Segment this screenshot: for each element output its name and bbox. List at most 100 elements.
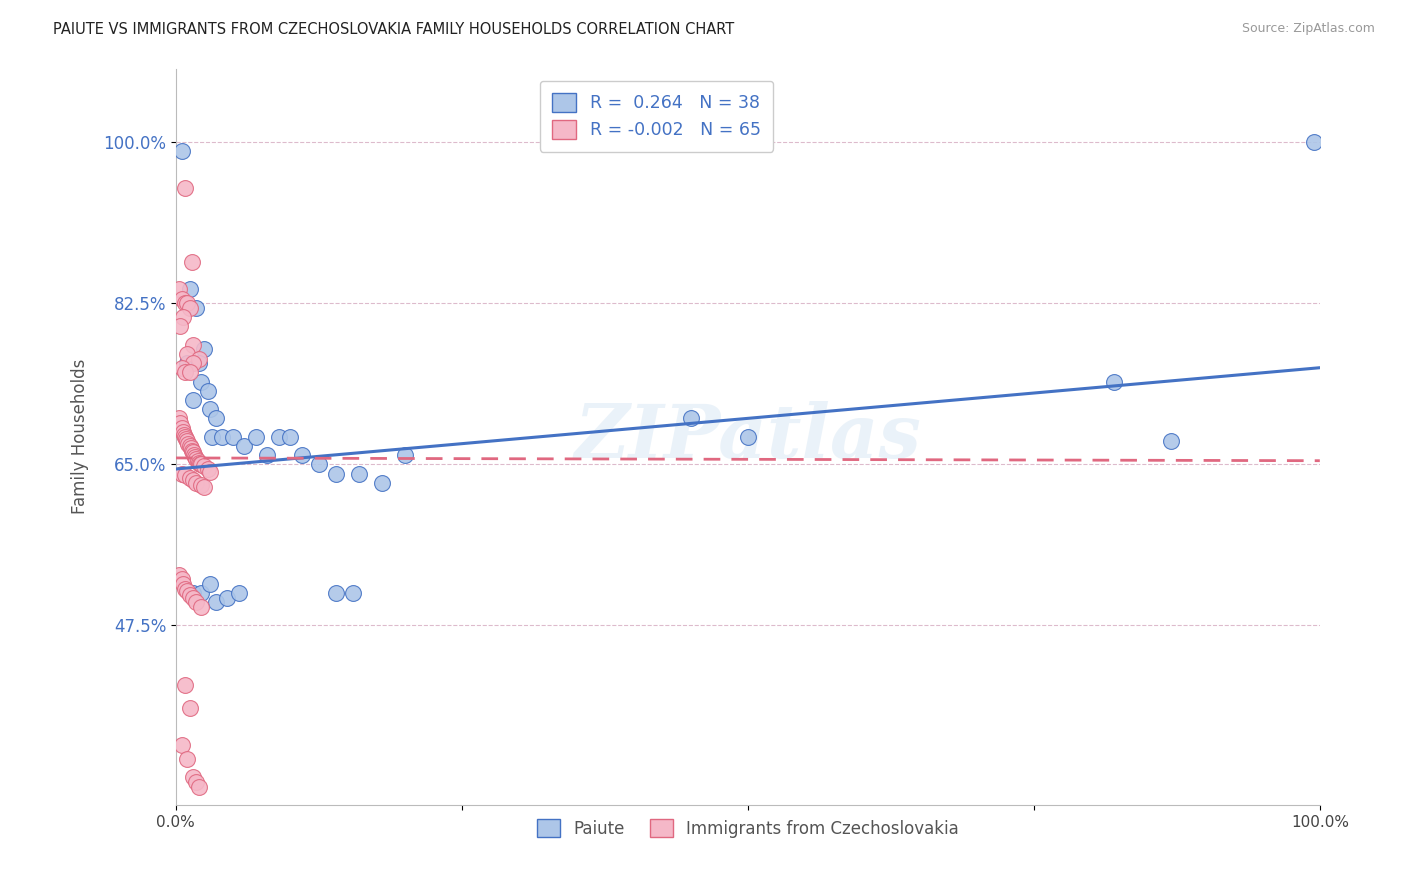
Point <box>188 458 211 472</box>
Point <box>179 365 201 379</box>
Point <box>193 459 215 474</box>
Legend: Paiute, Immigrants from Czechoslovakia: Paiute, Immigrants from Czechoslovakia <box>530 813 966 845</box>
Point <box>177 437 200 451</box>
Point <box>170 467 193 481</box>
Point <box>190 458 212 472</box>
Point <box>179 283 201 297</box>
Point <box>1160 434 1182 449</box>
Point <box>170 292 193 306</box>
Point <box>198 577 221 591</box>
Point <box>180 255 202 269</box>
Point <box>1102 375 1125 389</box>
Point <box>170 420 193 434</box>
Point <box>170 573 193 587</box>
Point <box>222 430 245 444</box>
Point <box>737 430 759 444</box>
Point <box>170 360 193 375</box>
Point <box>181 356 204 370</box>
Point <box>174 430 197 444</box>
Point <box>176 584 198 599</box>
Point <box>174 432 197 446</box>
Point <box>198 402 221 417</box>
Point <box>679 411 702 425</box>
Point <box>173 428 195 442</box>
Point <box>176 356 198 370</box>
Point <box>186 301 208 315</box>
Point <box>190 375 212 389</box>
Point <box>187 351 209 366</box>
Point <box>187 456 209 470</box>
Point <box>181 591 204 605</box>
Point <box>187 453 209 467</box>
Point <box>176 347 198 361</box>
Point <box>308 458 330 472</box>
Point <box>174 468 197 483</box>
Point <box>176 752 198 766</box>
Point <box>278 430 301 444</box>
Point <box>256 448 278 462</box>
Point <box>174 296 197 310</box>
Point <box>205 411 228 425</box>
Point <box>172 577 194 591</box>
Point <box>190 600 212 615</box>
Text: ZIPatlas: ZIPatlas <box>575 401 921 473</box>
Point <box>180 441 202 455</box>
Point <box>169 411 191 425</box>
Point <box>181 771 204 785</box>
Point <box>197 462 219 476</box>
Point <box>347 467 370 481</box>
Point <box>172 425 194 439</box>
Point <box>186 451 208 466</box>
Point <box>179 701 201 715</box>
Point <box>187 356 209 370</box>
Point <box>181 473 204 487</box>
Point <box>174 365 197 379</box>
Point <box>181 337 204 351</box>
Point <box>179 439 201 453</box>
Point <box>394 448 416 462</box>
Point <box>190 477 212 491</box>
Point <box>228 586 250 600</box>
Point <box>193 480 215 494</box>
Point <box>342 586 364 600</box>
Point <box>186 775 208 789</box>
Point <box>172 310 194 324</box>
Point <box>197 384 219 398</box>
Point <box>291 448 314 462</box>
Point <box>170 738 193 752</box>
Point <box>187 780 209 794</box>
Point <box>169 567 191 582</box>
Point <box>169 319 191 334</box>
Point <box>180 443 202 458</box>
Point <box>181 586 204 600</box>
Point <box>371 475 394 490</box>
Point <box>186 595 208 609</box>
Point <box>245 430 267 444</box>
Point <box>1303 135 1326 149</box>
Point <box>179 471 201 485</box>
Point <box>267 430 290 444</box>
Point <box>217 591 239 605</box>
Point <box>174 181 197 195</box>
Point <box>176 296 198 310</box>
Point <box>198 465 221 479</box>
Point <box>179 588 201 602</box>
Point <box>174 582 197 596</box>
Point <box>325 467 347 481</box>
Point <box>181 445 204 459</box>
Point <box>170 145 193 159</box>
Point <box>193 343 215 357</box>
Point <box>183 448 205 462</box>
Point <box>184 450 207 464</box>
Point <box>186 475 208 490</box>
Point <box>205 595 228 609</box>
Point <box>233 439 256 453</box>
Point <box>169 283 191 297</box>
Text: PAIUTE VS IMMIGRANTS FROM CZECHOSLOVAKIA FAMILY HOUSEHOLDS CORRELATION CHART: PAIUTE VS IMMIGRANTS FROM CZECHOSLOVAKIA… <box>53 22 735 37</box>
Point <box>181 392 204 407</box>
Point <box>179 301 201 315</box>
Point <box>211 430 233 444</box>
Point <box>174 678 197 692</box>
Point <box>190 586 212 600</box>
Text: Source: ZipAtlas.com: Source: ZipAtlas.com <box>1241 22 1375 36</box>
